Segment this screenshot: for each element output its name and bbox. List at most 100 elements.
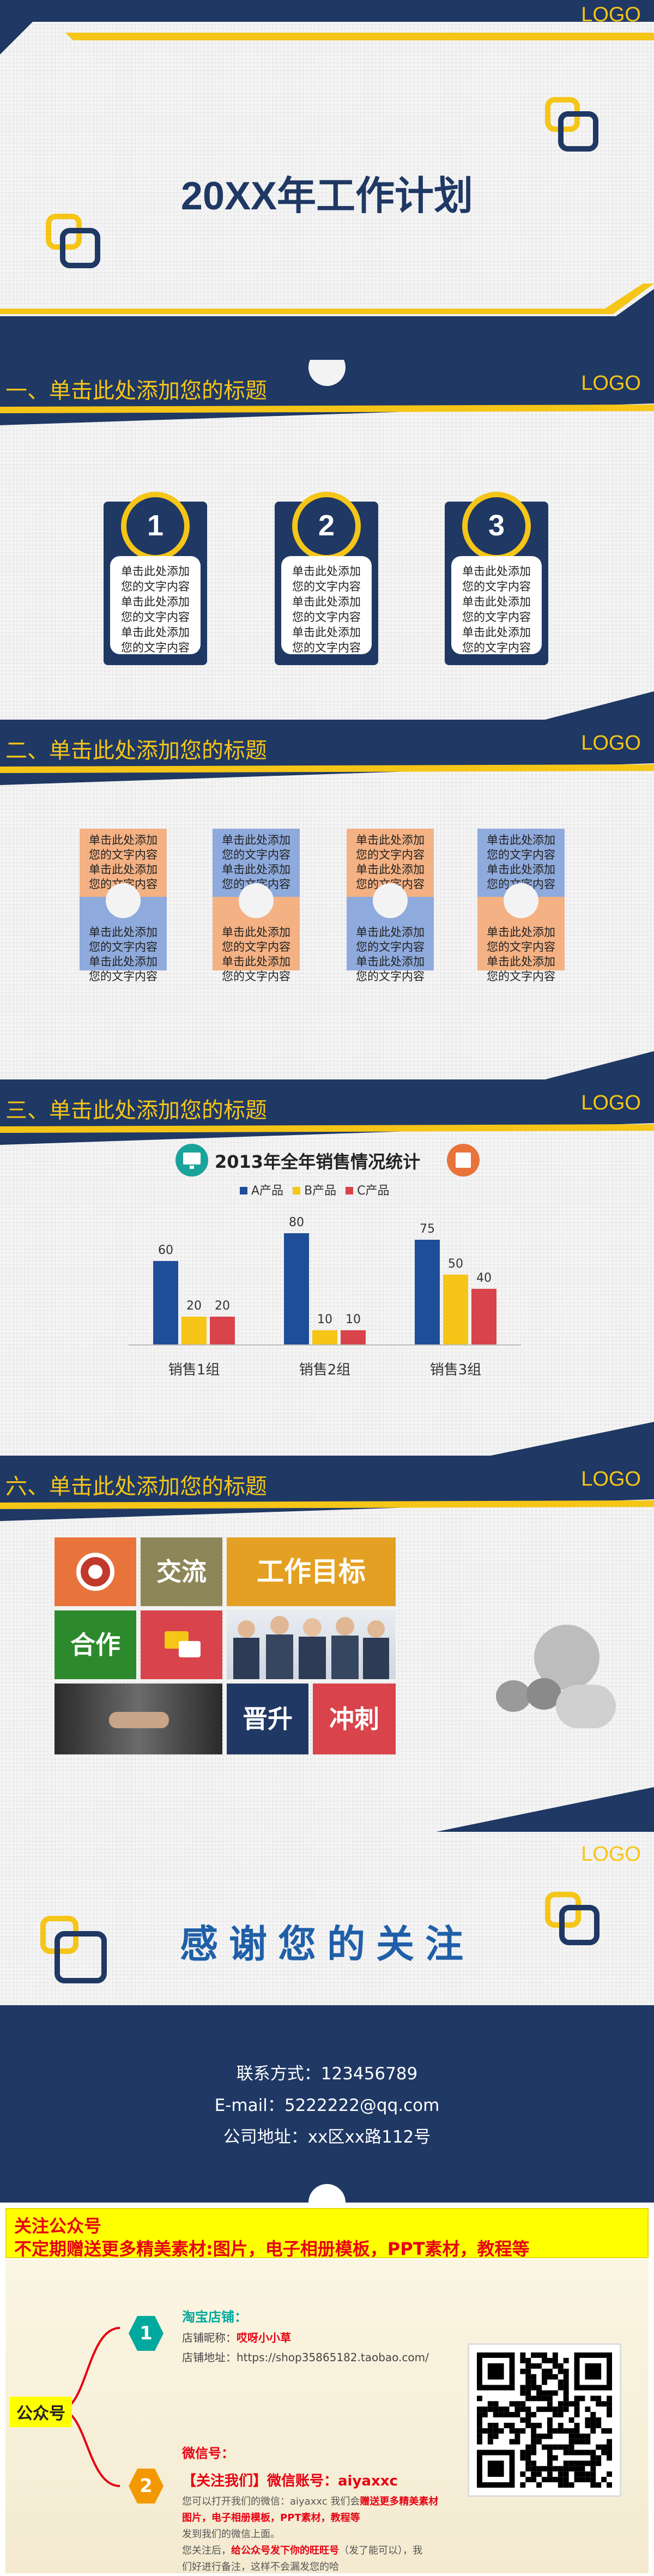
promo-subheader: 不定期赠送更多精美素材:图片，电子相册模板，PPT素材，教程等 xyxy=(14,2239,530,2259)
data-label: 40 xyxy=(476,1271,492,1285)
bar xyxy=(312,1330,337,1344)
logo: LOGO xyxy=(581,3,641,26)
card-text: 单击此处添加 您的文字内容 单击此处添加 您的文字内容 单击此处添加 您的文字内容 xyxy=(451,556,542,654)
decor-ring-navy xyxy=(60,228,100,268)
slide-section2: 二、单击此处添加您的标题 LOGO 单击此处添加您的文字内容单击此处添加您的文字… xyxy=(0,720,654,1079)
contact-address: 公司地址：xx区xx路112号 xyxy=(223,2127,431,2147)
data-label: 20 xyxy=(186,1299,202,1313)
cover-top-band xyxy=(0,0,654,55)
section-title: 六、单击此处添加您的标题 xyxy=(5,1474,267,1499)
x-axis-line xyxy=(129,1344,521,1346)
team-photo xyxy=(227,1610,396,1679)
side-label: 公众号 xyxy=(10,2397,72,2427)
qr-code-icon xyxy=(468,2343,621,2497)
document-icon xyxy=(447,1144,480,1177)
promo-header-box: 关注公众号 不定期赠送更多精美素材:图片，电子相册模板，PPT素材，教程等 xyxy=(5,2208,649,2259)
item2-title: 微信号： xyxy=(182,2446,234,2461)
category-label: 销售2组 xyxy=(299,1362,351,1378)
logo: LOGO xyxy=(581,1091,641,1114)
bar xyxy=(284,1233,309,1344)
card-text: 单击此处添加 您的文字内容 单击此处添加 您的文字内容 单击此处添加 您的文字内容 xyxy=(281,556,372,654)
cover-slide: LOGO 20XX年工作计划 xyxy=(0,0,654,360)
legend-swatch xyxy=(293,1187,301,1195)
data-label: 50 xyxy=(448,1257,463,1271)
monitor-icon xyxy=(175,1144,208,1177)
legend-label: C产品 xyxy=(357,1184,390,1198)
bar xyxy=(415,1240,440,1344)
category-label: 销售1组 xyxy=(168,1362,220,1378)
legend-label: B产品 xyxy=(304,1184,337,1198)
tile-chongci: 冲刺 xyxy=(313,1684,396,1754)
card-number: 3 xyxy=(462,492,531,560)
data-label: 10 xyxy=(346,1313,361,1327)
thanks-slide: LOGO 感谢您的关注 联系方式：123456789 E-mail：522222… xyxy=(0,1832,654,2221)
item2-wechat: 【关注我们】微信账号：aiyaxxc xyxy=(182,2473,398,2489)
item1-line2: 店铺地址：https://shop35865182.taobao.com/ xyxy=(182,2351,429,2364)
section-header-band xyxy=(0,720,654,785)
section-header-band xyxy=(0,360,654,425)
logo: LOGO xyxy=(581,1843,641,1866)
promo-header: 关注公众号 xyxy=(14,2216,102,2236)
data-label: 75 xyxy=(420,1222,435,1236)
numbered-card: 1 单击此处添加 您的文字内容 单击此处添加 您的文字内容 单击此处添加 您的文字内容 xyxy=(104,492,207,665)
tile-jinsheng: 晋升 xyxy=(227,1684,308,1754)
section-title: 三、单击此处添加您的标题 xyxy=(5,1098,267,1123)
decor-ring-navy xyxy=(55,1931,107,1983)
numbered-card: 3 单击此处添加 您的文字内容 单击此处添加 您的文字内容 单击此处添加 您的文字内容 xyxy=(445,492,548,665)
data-label: 20 xyxy=(215,1299,230,1313)
item2-desc: 您可以打开我们的微信：aiyaxxc 我们会赠送更多精美素材 图片，电子相册模板… xyxy=(182,2496,439,2573)
tile-hezuo: 合作 xyxy=(55,1610,136,1679)
item1-title: 淘宝店铺： xyxy=(182,2309,247,2325)
logo: LOGO xyxy=(581,372,641,395)
slide-section1: 一、单击此处添加您的标题 LOGO 1 单击此处添加 您的文字内容 单击此处添加您… xyxy=(0,360,654,720)
legend-label: A产品 xyxy=(251,1184,284,1198)
cover-title: 20XX年工作计划 xyxy=(180,174,474,218)
handshake-photo xyxy=(55,1684,222,1754)
contact-panel xyxy=(0,2005,654,2203)
contact-email: E-mail：5222222@qq.com xyxy=(214,2096,440,2115)
slide-section6: 六、单击此处添加您的标题 LOGO 交流 工作目标 合作 晋升 冲刺 xyxy=(0,1456,654,1832)
chat-icon-tile xyxy=(141,1610,222,1679)
bar xyxy=(443,1275,468,1344)
target-icon-tile xyxy=(55,1537,136,1606)
decor-ring-navy xyxy=(559,1905,600,1945)
slide-section3: 三、单击此处添加您的标题 LOGO 2013年全年销售情况统计 A产品 B产品 … xyxy=(0,1079,654,1456)
card-text: 单击此处添加 您的文字内容 单击此处添加 您的文字内容 单击此处添加 您的文字内容 xyxy=(110,556,201,654)
thanks-title: 感谢您的关注 xyxy=(180,1922,474,1966)
puzzle-connector xyxy=(504,883,538,918)
puzzle-connector xyxy=(373,883,408,918)
bar xyxy=(471,1288,496,1344)
data-label: 80 xyxy=(289,1215,304,1229)
category-label: 销售3组 xyxy=(429,1362,482,1378)
puzzle-tile: 单击此处添加您的文字内容单击此处添加您的文字内容 xyxy=(477,897,565,983)
card-number: 2 xyxy=(292,492,361,560)
bar xyxy=(153,1260,178,1344)
contact-phone: 联系方式：123456789 xyxy=(236,2064,418,2084)
data-label: 10 xyxy=(317,1313,332,1327)
bar-chart: 60 20 20 销售1组 80 10 10 销售2组 75 50 40 销售3组 xyxy=(129,1205,521,1378)
puzzle-tile: 单击此处添加您的文字内容单击此处添加您的文字内容 xyxy=(80,897,167,983)
legend-swatch xyxy=(346,1187,354,1195)
binoculars-photo xyxy=(474,1619,632,1739)
puzzle-tile: 单击此处添加您的文字内容单击此处添加您的文字内容 xyxy=(347,897,434,983)
puzzle-connector xyxy=(239,883,274,918)
decor-ring-navy xyxy=(558,111,598,152)
numbered-card: 2 单击此处添加 您的文字内容 单击此处添加 您的文字内容 单击此处添加 您的文字内容 xyxy=(275,492,378,665)
chart-title: 2013年全年销售情况统计 xyxy=(215,1151,421,1172)
section-header-band xyxy=(0,1456,654,1521)
data-label: 60 xyxy=(158,1243,173,1257)
puzzle-connector xyxy=(106,883,141,918)
chart-legend: A产品 B产品 C产品 xyxy=(240,1181,390,1198)
logo: LOGO xyxy=(581,732,641,755)
cover-bottom-band xyxy=(0,283,654,360)
slide-bottom-band xyxy=(491,1422,654,1456)
promo-panel: 关注公众号 不定期赠送更多精美素材:图片，电子相册模板，PPT素材，教程等 公众… xyxy=(0,2203,654,2576)
bar xyxy=(210,1316,235,1344)
bar xyxy=(181,1316,207,1344)
legend-swatch xyxy=(240,1187,247,1195)
section-title: 一、单击此处添加您的标题 xyxy=(5,378,267,403)
section-title: 二、单击此处添加您的标题 xyxy=(5,738,267,763)
